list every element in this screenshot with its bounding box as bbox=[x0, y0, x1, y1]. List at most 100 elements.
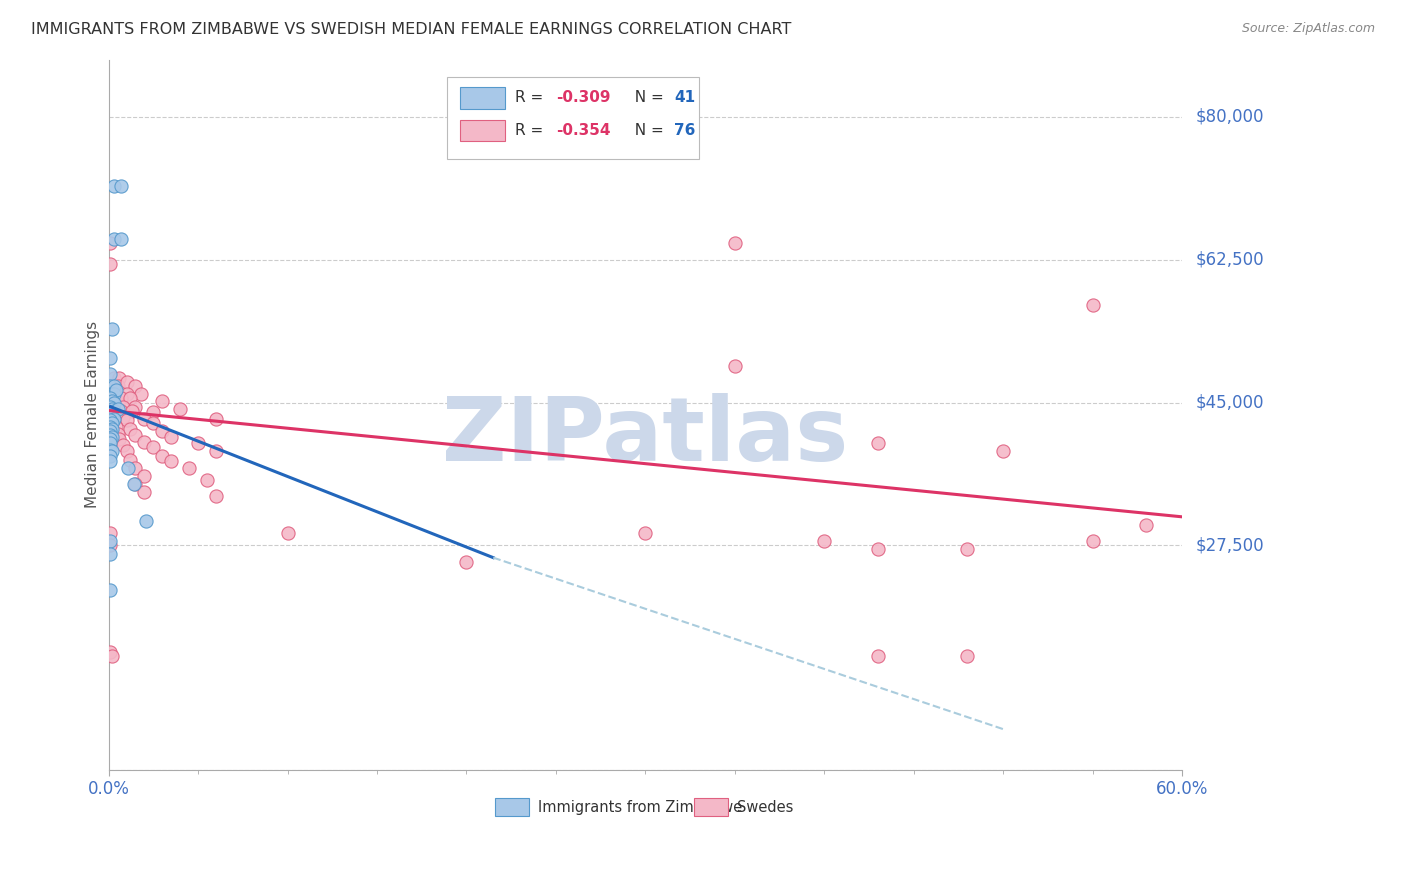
Point bbox=[124, 460, 146, 475]
Point bbox=[101, 648, 124, 663]
Point bbox=[103, 403, 125, 417]
Point bbox=[634, 526, 657, 541]
Point bbox=[110, 403, 132, 417]
Point bbox=[205, 412, 228, 426]
Point bbox=[1081, 297, 1104, 311]
Point bbox=[100, 644, 122, 658]
Point bbox=[205, 490, 228, 504]
Point bbox=[866, 648, 889, 663]
Point bbox=[205, 444, 228, 458]
Y-axis label: Median Female Earnings: Median Female Earnings bbox=[86, 321, 100, 508]
FancyBboxPatch shape bbox=[495, 798, 530, 816]
Point bbox=[100, 400, 122, 414]
Point bbox=[100, 449, 122, 463]
Point bbox=[103, 412, 125, 426]
Point bbox=[107, 379, 129, 393]
Point bbox=[110, 392, 132, 406]
FancyBboxPatch shape bbox=[447, 78, 699, 159]
Point bbox=[160, 454, 183, 468]
Point bbox=[724, 236, 747, 251]
Text: $62,500: $62,500 bbox=[1197, 251, 1264, 268]
Point bbox=[121, 403, 143, 417]
Text: Source: ZipAtlas.com: Source: ZipAtlas.com bbox=[1241, 22, 1375, 36]
Point bbox=[110, 179, 132, 194]
Point bbox=[866, 436, 889, 450]
Point bbox=[101, 322, 124, 336]
Point bbox=[122, 477, 145, 491]
Point bbox=[179, 460, 201, 475]
Text: 76: 76 bbox=[675, 123, 696, 138]
Point bbox=[134, 485, 156, 500]
Point bbox=[100, 526, 122, 541]
Point bbox=[813, 534, 835, 549]
Point bbox=[103, 387, 125, 401]
Point bbox=[110, 232, 132, 246]
Point bbox=[103, 179, 125, 194]
Point bbox=[134, 412, 156, 426]
Point bbox=[150, 393, 173, 408]
Point bbox=[115, 444, 138, 458]
Point bbox=[160, 430, 183, 444]
Point bbox=[103, 397, 125, 411]
Point bbox=[100, 420, 122, 434]
Point bbox=[120, 392, 142, 406]
Text: Swedes: Swedes bbox=[737, 800, 793, 815]
Point bbox=[124, 379, 146, 393]
Point bbox=[142, 441, 165, 455]
Point bbox=[101, 444, 124, 458]
FancyBboxPatch shape bbox=[460, 87, 505, 109]
Point bbox=[101, 393, 124, 408]
Point bbox=[115, 413, 138, 427]
Point bbox=[124, 477, 146, 491]
Point bbox=[100, 408, 122, 422]
Point bbox=[124, 428, 146, 442]
Point bbox=[100, 384, 122, 398]
Point bbox=[101, 392, 124, 406]
Point bbox=[1135, 518, 1157, 533]
Point bbox=[115, 387, 138, 401]
Point bbox=[129, 387, 152, 401]
Point bbox=[100, 351, 122, 365]
Point bbox=[107, 426, 129, 441]
Point bbox=[100, 547, 122, 561]
Point bbox=[108, 432, 131, 446]
Point bbox=[100, 392, 122, 406]
FancyBboxPatch shape bbox=[693, 798, 728, 816]
Point bbox=[169, 402, 191, 417]
Point bbox=[142, 405, 165, 419]
Point bbox=[100, 413, 122, 427]
Point bbox=[101, 430, 124, 444]
Point bbox=[107, 387, 129, 401]
Point bbox=[120, 422, 142, 436]
Point bbox=[103, 412, 125, 426]
Point bbox=[956, 542, 979, 557]
Text: IMMIGRANTS FROM ZIMBABWE VS SWEDISH MEDIAN FEMALE EARNINGS CORRELATION CHART: IMMIGRANTS FROM ZIMBABWE VS SWEDISH MEDI… bbox=[31, 22, 792, 37]
Point bbox=[456, 555, 478, 569]
Text: N =: N = bbox=[624, 90, 668, 105]
Text: $80,000: $80,000 bbox=[1197, 108, 1264, 126]
Text: $45,000: $45,000 bbox=[1197, 393, 1264, 411]
Point bbox=[104, 384, 127, 398]
Point bbox=[103, 232, 125, 246]
Point bbox=[100, 534, 122, 549]
Point bbox=[1081, 534, 1104, 549]
Point bbox=[991, 444, 1014, 458]
Point bbox=[101, 410, 124, 425]
Point bbox=[100, 236, 122, 251]
Point bbox=[101, 408, 124, 422]
Point bbox=[135, 514, 157, 528]
Point bbox=[111, 438, 134, 452]
Text: R =: R = bbox=[516, 123, 548, 138]
Point bbox=[111, 400, 134, 414]
Point bbox=[100, 583, 122, 598]
Text: N =: N = bbox=[624, 123, 668, 138]
Point bbox=[100, 436, 122, 450]
Point bbox=[187, 436, 209, 450]
Point bbox=[100, 387, 122, 401]
Point bbox=[100, 379, 122, 393]
Point bbox=[956, 648, 979, 663]
Point bbox=[115, 375, 138, 389]
Text: R =: R = bbox=[516, 90, 548, 105]
Point bbox=[120, 452, 142, 467]
FancyBboxPatch shape bbox=[460, 120, 505, 141]
